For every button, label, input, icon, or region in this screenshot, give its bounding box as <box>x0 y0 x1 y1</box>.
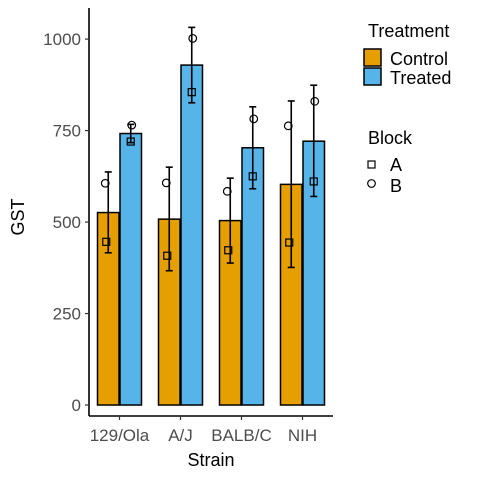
legend-label-block-b: B <box>390 176 402 196</box>
point-block-b-control-2 <box>222 186 232 196</box>
legend-key-control <box>363 48 382 67</box>
x-tick-label-3: NIH <box>288 426 317 445</box>
legend-label-block-a: A <box>390 155 402 175</box>
legend-title-block: Block <box>368 128 413 148</box>
point-block-b-control-0 <box>100 178 110 188</box>
points-layer <box>100 33 320 260</box>
axes-layer: 0 250 500 750 1000 129/Ola A/J BALB/C NIH <box>43 8 333 445</box>
point-block-a-control-1 <box>163 251 172 260</box>
bar-treated-0 <box>119 132 143 406</box>
point-block-a-treated-2 <box>248 172 257 181</box>
y-tick-label-1000: 1000 <box>43 30 81 49</box>
point-block-b-treated-0 <box>127 120 137 130</box>
point-block-a-treated-3 <box>309 177 318 186</box>
legend-key-block-a <box>367 160 376 169</box>
point-block-b-control-1 <box>161 178 171 188</box>
y-tick-label-750: 750 <box>53 122 81 141</box>
point-block-a-control-2 <box>224 246 233 255</box>
y-tick-label-500: 500 <box>53 213 81 232</box>
x-tick-label-2: BALB/C <box>211 426 271 445</box>
legend: Treatment Control Treated Block A B <box>363 21 451 196</box>
point-block-b-treated-2 <box>249 114 259 124</box>
y-tick-label-0: 0 <box>72 396 81 415</box>
x-tick-label-0: 129/Ola <box>90 426 150 445</box>
point-block-a-treated-0 <box>126 137 135 146</box>
x-axis-title: Strain <box>187 450 234 470</box>
x-tick-label-1: A/J <box>168 426 193 445</box>
point-block-b-control-3 <box>283 121 293 131</box>
legend-label-control: Control <box>390 49 448 69</box>
point-block-b-treated-3 <box>310 96 320 106</box>
point-block-a-control-3 <box>285 238 294 247</box>
bar-treated-1 <box>180 64 204 406</box>
legend-key-treated <box>363 67 382 86</box>
point-block-a-control-0 <box>102 237 111 246</box>
y-axis-title: GST <box>8 198 28 235</box>
legend-title-treatment: Treatment <box>368 21 449 41</box>
legend-label-treated: Treated <box>390 68 451 88</box>
legend-key-block-b <box>367 179 376 188</box>
y-tick-label-250: 250 <box>53 305 81 324</box>
point-block-b-treated-1 <box>188 33 198 43</box>
point-block-a-treated-1 <box>187 88 196 97</box>
bars-layer <box>96 64 326 406</box>
